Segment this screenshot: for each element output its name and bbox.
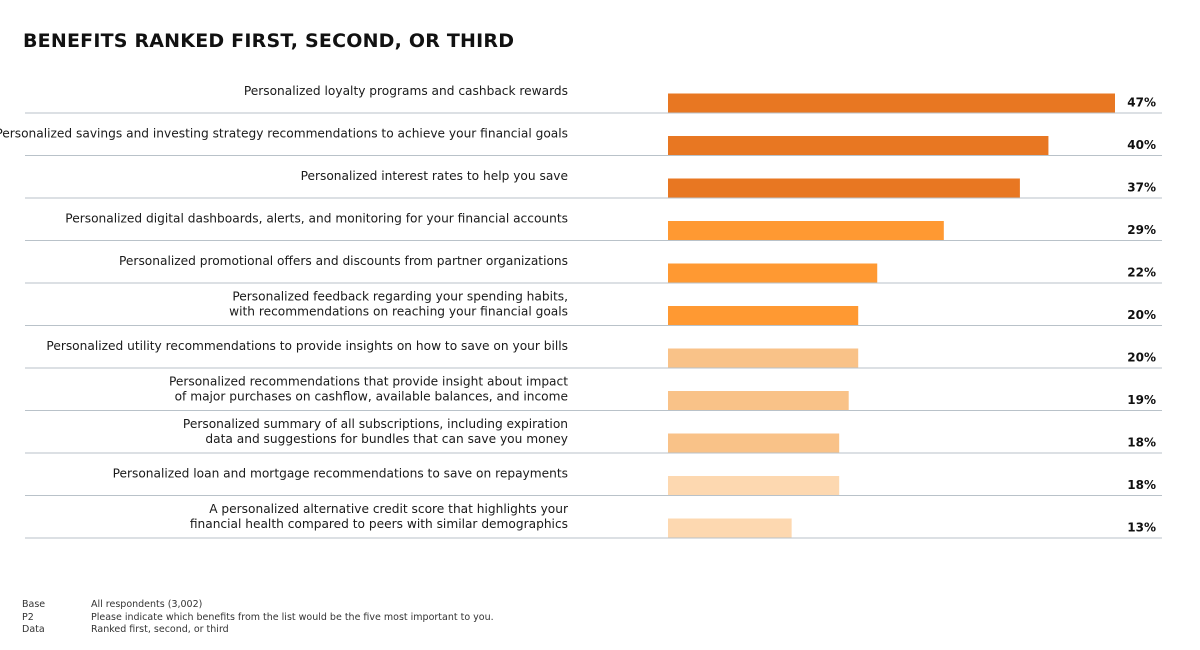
- bar: [668, 93, 1115, 113]
- bar: [668, 348, 859, 368]
- footnote-text: Please indicate which benefits from the …: [91, 611, 494, 623]
- value-label: 18%: [1127, 478, 1156, 492]
- bar-row: Personalized loan and mortgage recommend…: [25, 467, 1162, 496]
- category-label: Personalized utility recommendations to …: [46, 339, 568, 353]
- bar-row: Personalized digital dashboards, alerts,…: [25, 212, 1162, 241]
- value-label: 29%: [1127, 223, 1156, 237]
- bar-row: Personalized savings and investing strat…: [0, 127, 1162, 156]
- bar-row: Personalized loyalty programs and cashba…: [25, 84, 1162, 114]
- footnote-key: P2: [22, 611, 34, 623]
- category-label: Personalized interest rates to help you …: [301, 169, 568, 183]
- category-label: Personalized feedback regarding your spe…: [232, 290, 568, 304]
- category-label: Personalized recommendations that provid…: [169, 375, 568, 389]
- category-label: Personalized promotional offers and disc…: [119, 254, 568, 268]
- bar: [668, 391, 849, 410]
- bar-row: Personalized summary of all subscription…: [25, 417, 1162, 454]
- category-label: with recommendations on reaching your fi…: [229, 305, 568, 319]
- bar-chart: Personalized loyalty programs and cashba…: [0, 84, 1162, 539]
- value-label: 20%: [1127, 308, 1156, 322]
- bar: [668, 306, 859, 325]
- bar: [668, 263, 878, 283]
- bar-row: A personalized alternative credit score …: [25, 502, 1162, 539]
- chart-title: BENEFITS RANKED FIRST, SECOND, OR THIRD: [23, 30, 515, 52]
- value-label: 40%: [1127, 138, 1156, 152]
- category-label: of major purchases on cashflow, availabl…: [175, 390, 568, 404]
- category-label: Personalized loyalty programs and cashba…: [244, 84, 568, 98]
- value-label: 22%: [1127, 266, 1156, 280]
- value-label: 13%: [1127, 521, 1156, 535]
- category-label: Personalized savings and investing strat…: [0, 127, 568, 141]
- bar-row: Personalized interest rates to help you …: [25, 169, 1162, 199]
- footnote-base: Base All respondents (3,002): [22, 599, 494, 612]
- bar: [668, 178, 1020, 198]
- bar-row: Personalized utility recommendations to …: [25, 339, 1162, 369]
- bar: [668, 518, 792, 538]
- chart-footnotes: Base All respondents (3,002) P2 Please i…: [22, 599, 494, 637]
- bar-row: Personalized promotional offers and disc…: [25, 254, 1162, 284]
- bar-row: Personalized recommendations that provid…: [25, 375, 1162, 411]
- bar: [668, 433, 840, 453]
- footnote-data: Data Ranked first, second, or third: [22, 624, 494, 637]
- bar-row: Personalized feedback regarding your spe…: [25, 290, 1162, 326]
- bar: [668, 221, 944, 240]
- bar: [668, 136, 1049, 155]
- category-label: Personalized loan and mortgage recommend…: [113, 467, 568, 481]
- category-label: Personalized summary of all subscription…: [183, 417, 568, 431]
- value-label: 37%: [1127, 181, 1156, 195]
- bar: [668, 476, 840, 495]
- value-label: 20%: [1127, 351, 1156, 365]
- category-label: Personalized digital dashboards, alerts,…: [65, 212, 568, 226]
- footnote-text: Ranked first, second, or third: [91, 624, 229, 635]
- value-label: 19%: [1127, 393, 1156, 407]
- value-label: 47%: [1127, 96, 1156, 110]
- footnote-text: All respondents (3,002): [91, 599, 203, 610]
- footnote-key: Data: [22, 624, 45, 635]
- footnote-question: P2 Please indicate which benefits from t…: [22, 612, 494, 625]
- footnote-key: Base: [22, 599, 46, 610]
- category-label: data and suggestions for bundles that ca…: [205, 432, 568, 446]
- category-label: A personalized alternative credit score …: [209, 502, 569, 516]
- category-label: financial health compared to peers with …: [190, 517, 568, 531]
- value-label: 18%: [1127, 436, 1156, 450]
